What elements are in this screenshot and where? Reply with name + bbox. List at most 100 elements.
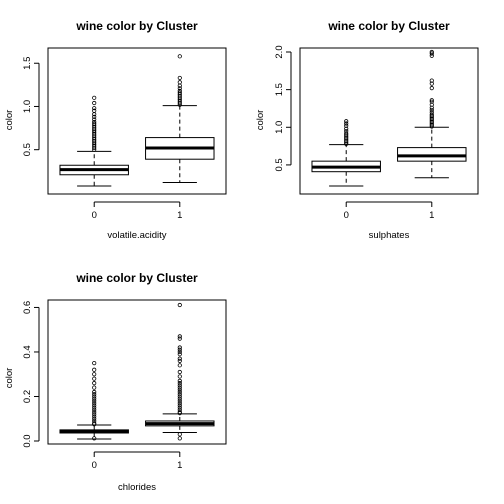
outlier-point [177,405,182,410]
box-cluster-0 [311,119,381,187]
x-axis-label: volatile.acidity [107,230,166,241]
outlier-point [177,396,182,401]
outlier-point [429,110,434,115]
y-tick-label: 0.4 [22,345,33,358]
x-axis-label: sulphates [369,230,410,241]
outlier-point [177,383,182,388]
iqr-box [397,147,467,162]
box-cluster-1 [145,54,215,184]
y-axis-label: color [4,368,15,389]
y-tick-label: 0.2 [22,390,33,403]
outlier-point [177,407,182,412]
outlier-point [344,123,349,128]
outlier-point [92,412,97,417]
plot-frame [47,299,227,445]
outlier-point [177,389,182,395]
y-tick-label: 0.5 [274,158,285,171]
outlier-point [92,416,97,421]
y-tick-label: 1.5 [274,83,285,96]
panel-title: wine color by Cluster [327,19,450,33]
box-cluster-0 [59,95,129,187]
outlier-point [429,99,434,104]
plot-frame [299,47,479,195]
outlier-point [429,112,434,117]
outlier-point [177,352,182,357]
outlier-point [92,100,97,106]
outlier-point [177,80,182,85]
outlier-point [177,358,182,363]
outlier-point [177,392,182,397]
outlier-point [429,49,434,55]
outlier-point [177,345,182,350]
outlier-point [177,436,182,441]
box-cluster-1 [145,302,215,441]
panel-title: wine color by Cluster [75,271,198,285]
outlier-point [429,98,434,103]
outlier-point [429,78,434,83]
outlier-point [177,75,182,81]
outlier-point [92,396,97,401]
outlier-point [92,409,97,415]
y-axis-label: color [4,110,15,131]
outlier-point [344,128,349,134]
outlier-point [177,374,182,379]
x-tick-label: 0 [92,210,97,221]
outlier-point [177,378,182,384]
outlier-point [92,117,97,122]
outlier-point [177,387,182,392]
outlier-point [429,107,434,113]
outlier-point [92,106,97,111]
outlier-point [177,54,182,59]
outlier-point [344,119,349,124]
outlier-point [92,114,97,119]
x-tick-label: 1 [177,460,182,471]
outlier-point [92,421,97,426]
outlier-point [177,336,182,341]
outlier-point [177,401,182,406]
outlier-point [92,121,97,126]
outlier-point [92,398,97,404]
outlier-point [92,385,97,390]
outlier-point [177,88,182,94]
outlier-point [92,403,97,408]
panel-sulphates: wine color by Cluster sulphates color 0.… [255,19,479,241]
outlier-point [177,385,182,390]
outlier-point [177,334,182,339]
panel-chlorides: wine color by Cluster chlorides color 0.… [4,271,227,493]
outlier-point [92,389,97,395]
outlier-point [92,436,97,441]
outlier-point [92,360,97,366]
outlier-point [92,418,97,424]
outlier-point [429,86,434,91]
outlier-point [92,405,97,410]
x-tick-label: 1 [177,210,182,221]
box-cluster-0 [59,360,129,441]
outlier-point [177,381,182,386]
outlier-point [429,51,434,56]
y-tick-label: 1.0 [22,100,33,113]
outlier-point [92,367,97,372]
outlier-point [177,363,182,368]
outlier-point [177,90,182,95]
outlier-point [92,108,97,113]
outlier-point [92,401,97,406]
outlier-point [344,121,349,126]
outlier-point [344,131,349,136]
outlier-point [92,376,97,381]
outlier-point [92,119,97,125]
y-tick-label: 0.6 [22,301,33,314]
y-tick-label: 0.0 [22,434,33,447]
box-cluster-1 [397,49,467,179]
x-tick-label: 1 [429,210,434,221]
x-tick-label: 0 [92,460,97,471]
outlier-point [177,398,182,404]
outlier-point [177,394,182,399]
outlier-point [92,381,97,386]
outlier-point [92,407,97,412]
panel-volatile-acidity: wine color by Cluster volatile.acidity c… [4,19,227,241]
outlier-point [177,86,182,91]
outlier-point [177,432,182,437]
plot-frame [47,47,227,195]
y-tick-label: 1.0 [274,121,285,134]
